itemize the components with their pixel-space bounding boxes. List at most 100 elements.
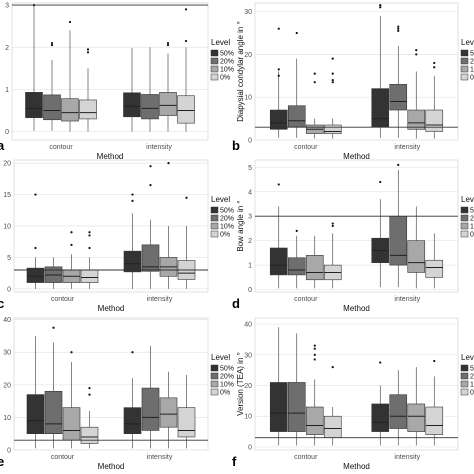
- box-50%-contour: [269, 27, 288, 138]
- box-body: [44, 391, 63, 435]
- outlier-point: [88, 393, 91, 396]
- outlier-point: [379, 180, 382, 184]
- box-body: [123, 407, 142, 435]
- box-body: [79, 99, 97, 120]
- legend-swatch: [210, 206, 219, 214]
- outlier-point: [277, 183, 280, 186]
- panel-f: 0 10 20 30 40 contour intensity Method Version (…: [232, 317, 474, 471]
- y-axis-title: Diapysial condylar angle in °: [236, 21, 245, 122]
- legend-swatch: [210, 57, 219, 65]
- y-tick-label: 20: [3, 161, 11, 168]
- box-body: [425, 259, 444, 278]
- legend-swatch: [460, 388, 469, 396]
- legend-swatch: [460, 49, 469, 57]
- box-0%-intensity: [177, 8, 195, 132]
- outlier-point: [331, 222, 334, 225]
- legend-item-label: 50%: [470, 366, 474, 373]
- outlier-point: [50, 44, 54, 47]
- x-tick-label: intensity: [147, 296, 173, 303]
- outlier-point: [184, 8, 188, 11]
- box-0%-contour: [323, 57, 342, 139]
- legend-swatch: [210, 388, 219, 396]
- legend-title: Level: [461, 38, 474, 47]
- box-20%-contour: [44, 326, 63, 449]
- legend-item-label: 10%: [220, 67, 234, 74]
- box-0%-intensity: [425, 61, 444, 139]
- box-50%-intensity: [371, 361, 390, 446]
- box-body: [141, 94, 159, 120]
- box-0%-contour: [323, 222, 342, 289]
- box-10%-contour: [305, 344, 324, 446]
- outlier-point: [313, 358, 316, 361]
- panel-c: 0 5 10 15 20 contour intensity Method c Level 50%2…: [0, 159, 234, 313]
- box-body: [287, 382, 306, 432]
- x-axis-title: Method: [97, 152, 124, 161]
- x-tick-label: intensity: [394, 296, 420, 303]
- legend-swatch: [210, 73, 219, 81]
- legend-item-label: 10%: [220, 382, 234, 389]
- outlier-point: [88, 386, 91, 390]
- outlier-point: [52, 326, 55, 329]
- outlier-point: [313, 81, 316, 84]
- panel-e: 0 10 20 30 40 contour intensity Method e Level 50%…: [0, 317, 234, 471]
- box-body: [389, 215, 408, 266]
- panel-label: d: [232, 296, 240, 311]
- x-tick-label: contour: [49, 144, 73, 151]
- box-body: [141, 244, 160, 272]
- outlier-point: [397, 27, 400, 30]
- legend-item-label: 50%: [470, 208, 474, 215]
- legend-item-label: 50%: [220, 51, 234, 58]
- box-body: [425, 109, 444, 132]
- legend-swatch: [210, 214, 219, 222]
- box-50%-contour: [25, 4, 43, 131]
- outlier-point: [34, 246, 37, 250]
- legend-swatch: [460, 206, 469, 214]
- legend-swatch: [210, 372, 219, 380]
- outlier-point: [331, 78, 334, 82]
- legend-swatch: [460, 222, 469, 230]
- panel-label: f: [232, 454, 237, 469]
- outlier-point: [277, 74, 280, 77]
- box-0%-intensity: [425, 359, 444, 446]
- box-body: [43, 94, 61, 121]
- outlier-point: [415, 48, 418, 52]
- outlier-point: [68, 20, 72, 24]
- legend-swatch: [460, 364, 469, 372]
- x-tick-label: contour: [294, 296, 318, 303]
- box-50%-intensity: [123, 193, 142, 289]
- legend-item-label: 10%: [470, 224, 474, 231]
- legend-swatch: [460, 372, 469, 380]
- legend-title: Level: [461, 353, 474, 362]
- outlier-point: [313, 72, 316, 75]
- outlier-point: [331, 366, 334, 369]
- y-tick-label: 0: [7, 448, 11, 455]
- y-axis-title: Bow angle in °: [236, 200, 245, 251]
- x-axis-title: Method: [98, 462, 125, 471]
- box-20%-intensity: [141, 47, 159, 132]
- y-tick-label: 5: [7, 255, 11, 262]
- x-tick-label: contour: [51, 454, 75, 461]
- y-tick-label: 10: [3, 224, 11, 231]
- y-tick-label: 30: [3, 350, 11, 357]
- x-tick-label: intensity: [394, 454, 420, 461]
- box-20%-contour: [287, 333, 306, 446]
- box-10%-contour: [305, 72, 324, 139]
- outlier-point: [379, 6, 382, 9]
- outlier-point: [167, 162, 170, 165]
- outlier-point: [149, 184, 152, 187]
- box-body: [323, 415, 342, 439]
- legend-swatch: [460, 230, 469, 238]
- box-20%-intensity: [389, 370, 408, 446]
- box-body: [407, 403, 426, 432]
- outlier-point: [397, 25, 400, 28]
- y-tick-label: 10: [3, 415, 11, 422]
- outlier-point: [331, 81, 334, 84]
- legend-item-label: 20%: [470, 374, 474, 381]
- box-10%-intensity: [407, 48, 426, 139]
- outlier-point: [415, 53, 418, 56]
- outlier-point: [331, 72, 334, 75]
- box-body: [80, 269, 99, 283]
- box-10%-intensity: [159, 162, 178, 289]
- legend-swatch: [210, 49, 219, 57]
- y-tick-label: 3: [248, 214, 252, 221]
